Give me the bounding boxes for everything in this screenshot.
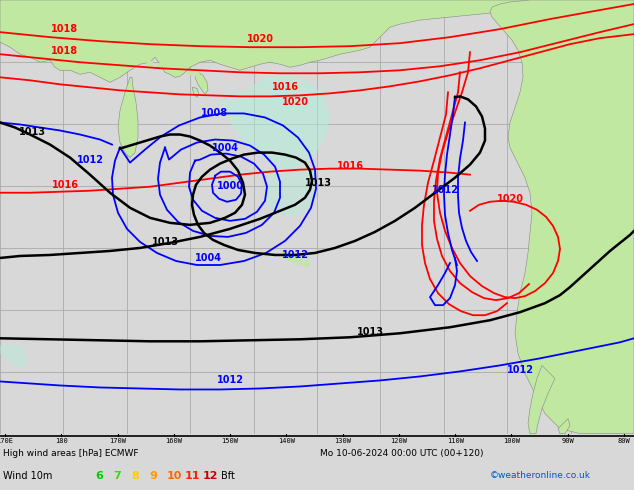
Text: 1012: 1012 (216, 375, 243, 386)
Text: 6: 6 (95, 471, 103, 481)
Text: High wind areas [hPa] ECMWF: High wind areas [hPa] ECMWF (3, 449, 138, 458)
Circle shape (180, 68, 184, 73)
Polygon shape (558, 418, 570, 434)
Text: 90W: 90W (561, 438, 574, 444)
Text: 80W: 80W (618, 438, 630, 444)
Text: 1018: 1018 (51, 46, 79, 56)
Text: 1013: 1013 (304, 178, 332, 188)
Circle shape (147, 61, 153, 67)
Text: 1020: 1020 (281, 98, 309, 107)
Text: 1018: 1018 (51, 24, 79, 34)
Polygon shape (192, 87, 199, 98)
Polygon shape (490, 0, 634, 434)
Polygon shape (0, 0, 634, 82)
Polygon shape (118, 77, 138, 158)
Text: 1013: 1013 (152, 237, 179, 247)
Text: 11: 11 (185, 471, 200, 481)
Circle shape (297, 260, 302, 265)
Circle shape (168, 66, 172, 70)
Text: 1008: 1008 (202, 108, 229, 119)
Circle shape (292, 257, 297, 263)
Text: 1016: 1016 (51, 180, 79, 190)
Text: 120W: 120W (391, 438, 408, 444)
Text: 180: 180 (55, 438, 68, 444)
Text: ©weatheronline.co.uk: ©weatheronline.co.uk (490, 471, 591, 480)
Polygon shape (528, 366, 555, 434)
Text: 130W: 130W (334, 438, 351, 444)
Text: Bft: Bft (221, 471, 235, 481)
Text: 150W: 150W (222, 438, 238, 444)
Polygon shape (567, 3, 585, 32)
Text: 1013: 1013 (18, 126, 46, 137)
Text: 170E: 170E (0, 438, 13, 444)
Text: 110W: 110W (447, 438, 463, 444)
Text: 1012: 1012 (281, 250, 309, 260)
Text: Mo 10-06-2024 00:00 UTC (00+120): Mo 10-06-2024 00:00 UTC (00+120) (320, 449, 484, 458)
Text: 1012: 1012 (77, 155, 103, 165)
Text: 1012: 1012 (507, 366, 533, 375)
Circle shape (188, 70, 193, 75)
Text: 1016: 1016 (271, 82, 299, 92)
Text: 1020: 1020 (247, 34, 273, 44)
Text: 1020: 1020 (496, 194, 524, 204)
Text: 1004: 1004 (212, 143, 238, 152)
Circle shape (304, 262, 309, 267)
Text: 1016: 1016 (337, 161, 363, 171)
Text: 140W: 140W (278, 438, 295, 444)
Text: Wind 10m: Wind 10m (3, 471, 53, 481)
Text: 160W: 160W (165, 438, 183, 444)
Text: 100W: 100W (503, 438, 520, 444)
Polygon shape (0, 343, 28, 368)
Circle shape (173, 67, 177, 71)
Circle shape (287, 255, 292, 261)
Circle shape (195, 73, 199, 76)
Text: 10: 10 (167, 471, 183, 481)
Text: 1013: 1013 (356, 327, 384, 337)
Polygon shape (220, 74, 330, 168)
Text: 8: 8 (131, 471, 139, 481)
Text: 1004: 1004 (195, 253, 221, 263)
Text: 9: 9 (149, 471, 157, 481)
Text: 7: 7 (113, 471, 120, 481)
Text: 12: 12 (203, 471, 219, 481)
Circle shape (283, 252, 287, 257)
Text: 1012: 1012 (432, 185, 458, 195)
Text: 170W: 170W (109, 438, 126, 444)
Polygon shape (195, 73, 208, 95)
Text: 1000: 1000 (216, 181, 243, 191)
Circle shape (157, 64, 162, 69)
Polygon shape (265, 163, 318, 218)
